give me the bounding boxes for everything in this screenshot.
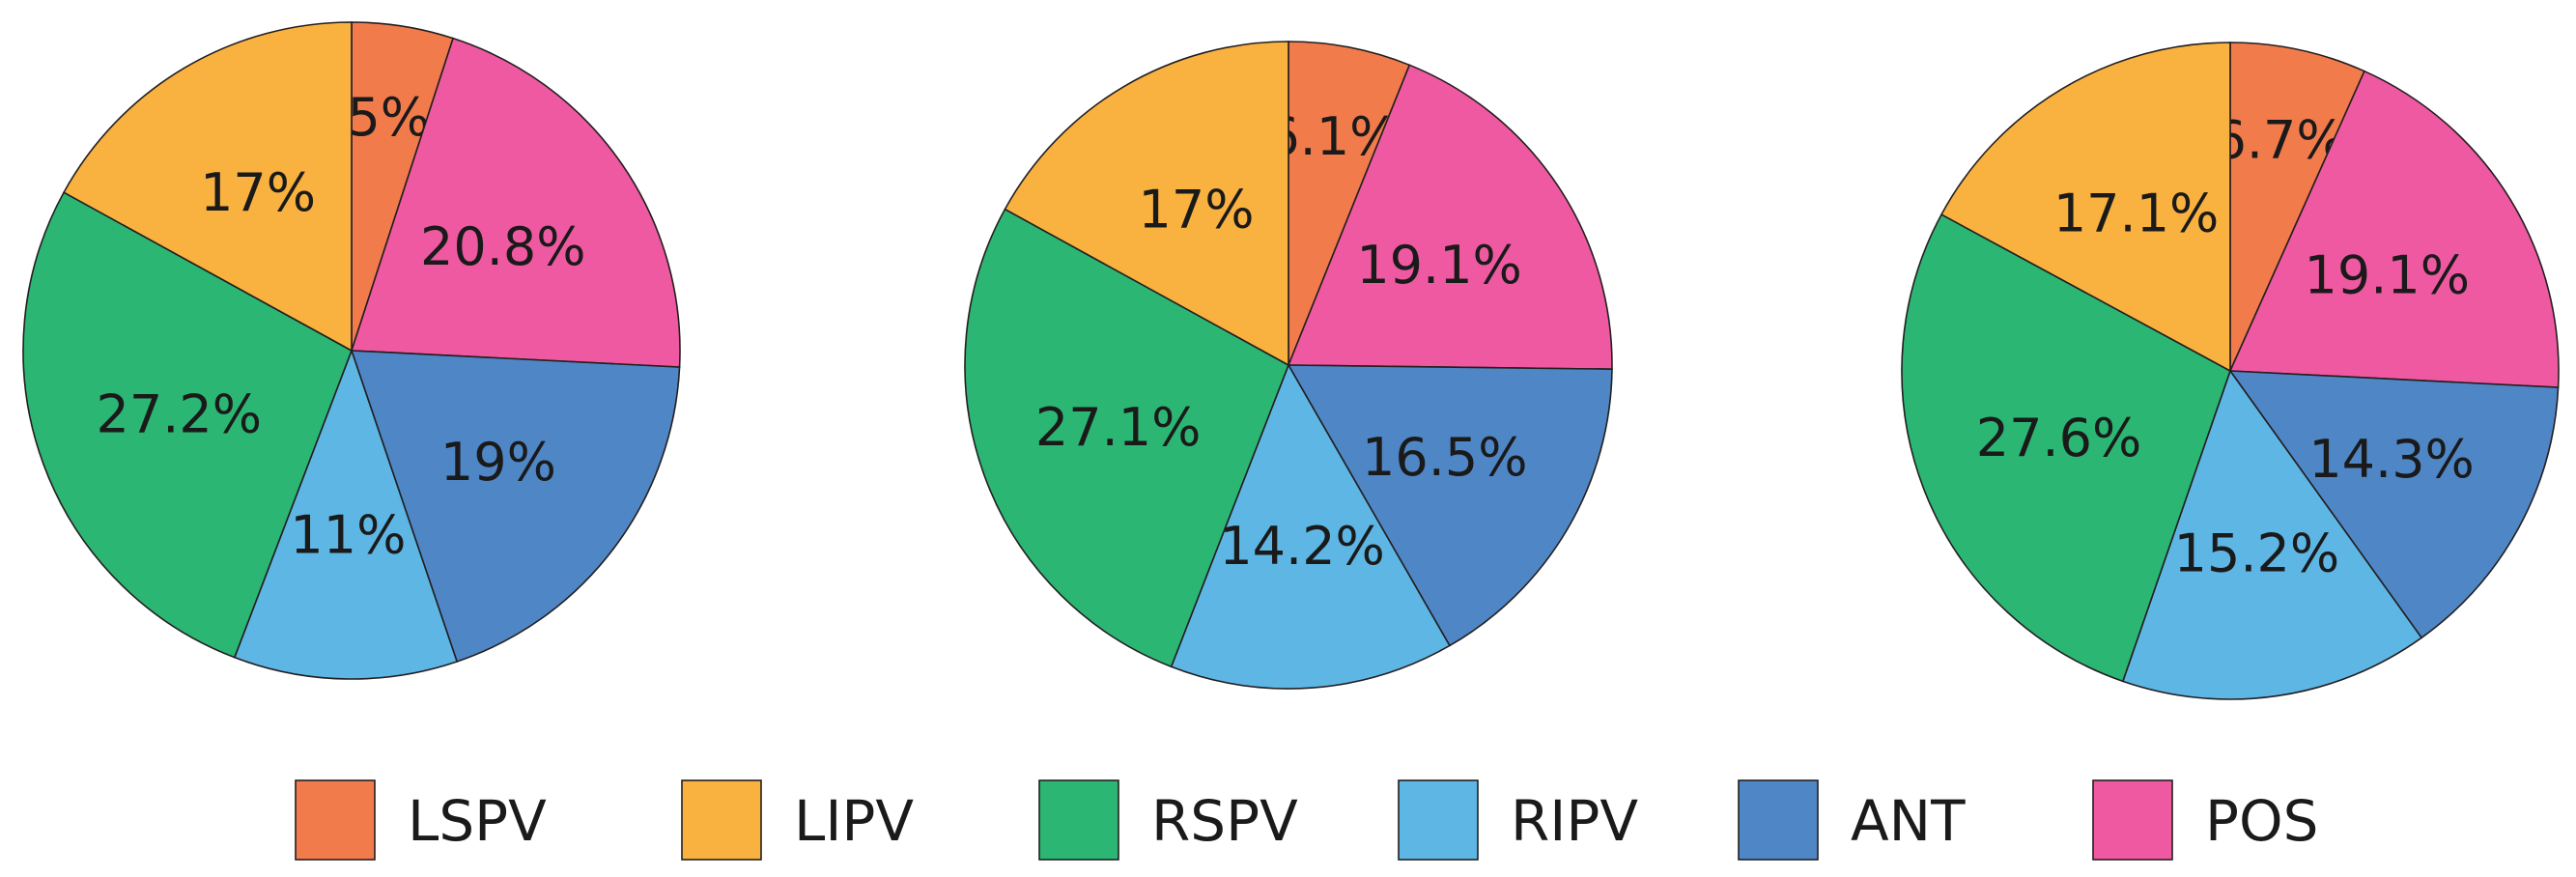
pie-slice-rspv [22,191,353,659]
slice-label-ant: 14.3% [2308,429,2475,490]
pie-slice-lspv [2229,42,2365,372]
slice-label-lipv: 17% [200,162,316,223]
slice-label-rspv: 27.1% [1035,397,1202,458]
pie-slice-ant [2228,370,2560,639]
pie-slice-ant [1287,364,1613,647]
legend-swatch-lipv [681,779,762,861]
slice-label-rspv: 27.2% [97,384,263,445]
pie-slice-pos [2228,70,2560,388]
pie-slice-rspv [964,208,1289,668]
legend-label-lspv: LSPV [408,788,547,854]
legend-item-ant: ANT [1738,779,1966,861]
pie-slice-ripv [233,348,459,680]
pie-slice-ant [350,350,681,664]
slice-label-pos: 20.8% [420,216,586,277]
legend-item-rspv: RSPV [1038,779,1298,861]
pie-slice-lipv [1939,42,2231,373]
pie-slice-lipv [62,21,353,353]
legend-label-lipv: LIPV [794,788,914,854]
slice-label-ripv: 11% [290,504,406,565]
legend-swatch-rspv [1038,779,1119,861]
slice-label-lipv: 17% [1138,180,1254,240]
legend-swatch-ant [1738,779,1819,861]
legend-item-lipv: LIPV [681,779,914,861]
pie-slice-ripv [2121,369,2423,700]
slice-label-pos: 19.1% [2305,245,2471,306]
pie-chart-2: 6.1%19.1%16.5%14.2%27.1%17% [964,41,1613,690]
legend-label-ant: ANT [1851,788,1966,854]
slice-label-rspv: 27.6% [1976,408,2142,468]
pie-slice-lipv [1004,41,1289,367]
legend-label-pos: POS [2205,788,2318,854]
legend-swatch-pos [2092,779,2173,861]
pie-group: 5%20.8%19%11%27.2%17%6.1%19.1%16.5%14.2%… [22,21,2560,700]
legend-item-pos: POS [2092,779,2318,861]
pie-chart-3: 6.7%19.1%14.3%15.2%27.6%17.1% [1901,42,2560,700]
pie-slice-rspv [1901,212,2231,683]
slice-label-lspv: 5% [347,87,430,148]
legend-item-ripv: RIPV [1398,779,1638,861]
pie-slice-pos [350,37,681,368]
legend-label-ripv: RIPV [1511,788,1638,854]
pie-slice-ripv [1170,363,1451,690]
slice-label-lipv: 17.1% [2053,183,2220,243]
pie-chart-1: 5% 20.8% 19% 11% 27.2% 17% [22,21,681,680]
slice-label-ripv: 14.2% [1219,516,1385,577]
slice-label-ant: 19% [440,432,556,493]
legend: LSPV LIPV RSPV RIPV ANT POS [295,779,2318,861]
legend-swatch-ripv [1398,779,1479,861]
pie-slice-pos [1287,64,1613,371]
legend-swatch-lspv [295,779,376,861]
slice-label-ripv: 15.2% [2174,523,2340,583]
legend-item-lspv: LSPV [295,779,547,861]
slice-label-pos: 19.1% [1356,235,1522,296]
pie-slice-lspv [1288,41,1411,366]
legend-label-rspv: RSPV [1151,788,1298,854]
slice-label-ant: 16.5% [1362,427,1528,488]
